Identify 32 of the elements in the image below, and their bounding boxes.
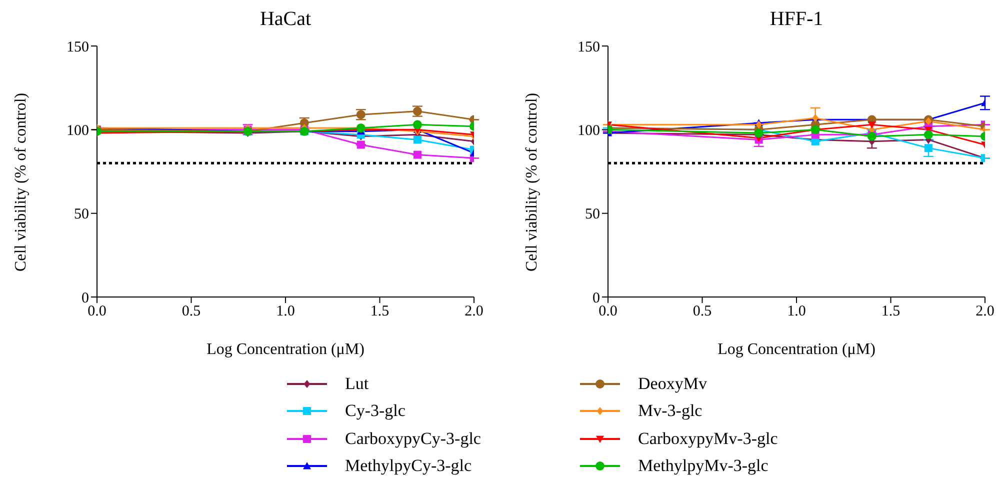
x-axis-title: Log Concentration (μM) — [718, 341, 876, 358]
x-tick-label: 0.5 — [182, 304, 201, 320]
legend-label: MethylpyMv-3-glc — [638, 456, 768, 476]
y-axis-title: Cell viability (% of control) — [12, 92, 30, 272]
x-axis-title: Log Concentration (μM) — [206, 341, 364, 358]
legend-label: Lut — [345, 374, 369, 394]
legend-label: MethylpyCy-3-glc — [345, 456, 472, 476]
legend-label: CarboxypyCy-3-glc — [345, 428, 481, 449]
chart-title: HFF-1 — [768, 8, 824, 31]
x-tick-label: 0.5 — [692, 304, 712, 320]
legend-label: Cy-3-glc — [345, 401, 406, 422]
y-tick-label: 150 — [578, 39, 600, 56]
x-tick-label: 0.0 — [88, 304, 106, 320]
x-tick-label: 1.0 — [276, 304, 295, 320]
y-tick-label: 150 — [66, 39, 89, 56]
chart-title: HaCat — [258, 8, 312, 31]
legend-label: DeoxyMv — [638, 374, 707, 394]
y-tick-label: 100 — [578, 122, 600, 139]
x-tick-label: 1.5 — [881, 304, 900, 320]
y-tick-label: 50 — [585, 206, 600, 223]
legend-label: Mv-3-glc — [638, 401, 702, 422]
x-tick-label: 0.0 — [598, 304, 618, 320]
y-tick-label: 0 — [592, 290, 600, 306]
x-tick-label: 1.5 — [370, 304, 390, 320]
legend-label: CarboxypyMv-3-glc — [638, 428, 778, 449]
y-tick-label: 100 — [66, 122, 89, 139]
x-tick-label: 2.0 — [976, 304, 994, 320]
y-tick-label: 50 — [74, 206, 89, 223]
x-tick-label: 2.0 — [464, 304, 484, 320]
x-tick-label: 1.0 — [787, 304, 806, 320]
y-axis-title: Cell viability (% of control) — [524, 92, 541, 272]
y-tick-label: 0 — [82, 290, 89, 306]
